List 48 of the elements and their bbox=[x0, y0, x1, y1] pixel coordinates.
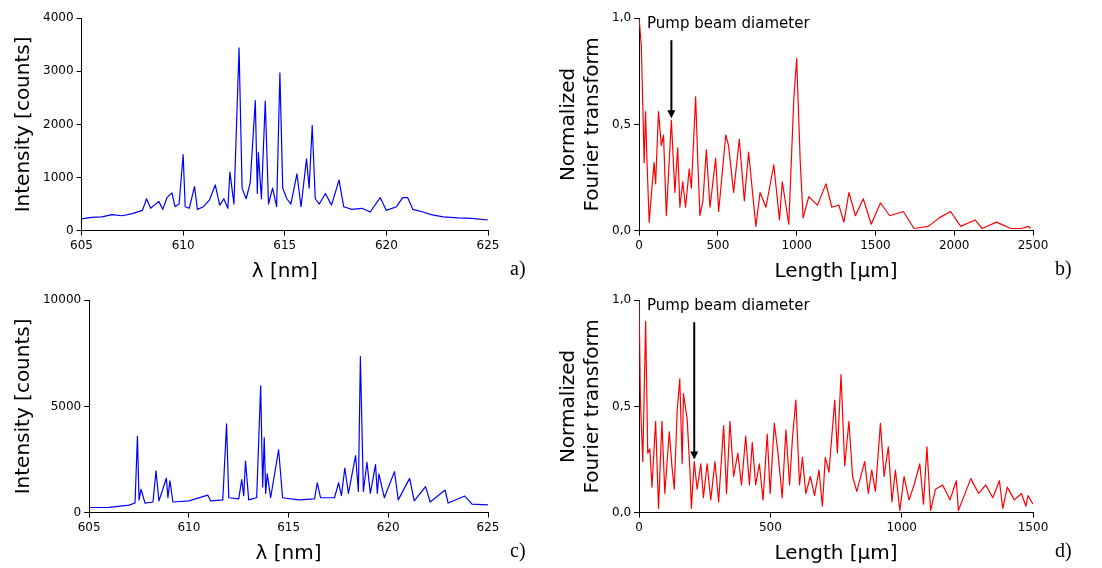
x-tick-label: 605 bbox=[77, 519, 101, 534]
y-tick-label: 0,0 bbox=[611, 504, 632, 519]
y-tick-label: 0 bbox=[73, 504, 82, 519]
x-axis-title: Length [μm] bbox=[774, 258, 898, 283]
x-tick-label: 0 bbox=[635, 237, 643, 252]
x-tick-label: 0 bbox=[635, 519, 643, 534]
x-tick-label: 1000 bbox=[781, 237, 812, 252]
text: c) bbox=[510, 539, 526, 563]
y-tick-label: 3000 bbox=[42, 63, 74, 78]
y-axis-title: Intensity [counts] bbox=[10, 318, 35, 495]
annotation: Pump beam diameter bbox=[647, 13, 811, 32]
y-tick-label: 1,0 bbox=[611, 10, 632, 25]
x-tick-label: 625 bbox=[476, 519, 500, 534]
x-tick-label: 1000 bbox=[886, 519, 917, 534]
x-tick-label: 2000 bbox=[938, 237, 970, 252]
x-tick-label: 615 bbox=[273, 237, 297, 252]
y-axis-title: Normalized Fourier transform bbox=[555, 37, 604, 212]
y-tick-label: 2000 bbox=[42, 116, 74, 131]
x-tick-label: 500 bbox=[706, 237, 730, 252]
x-tick-label: 620 bbox=[374, 237, 398, 252]
y-tick-label: 0 bbox=[65, 222, 74, 237]
x-tick-label: 2500 bbox=[1017, 237, 1049, 252]
y-tick-label: 0,5 bbox=[611, 398, 632, 413]
text: b) bbox=[1055, 257, 1072, 281]
y-tick-label: 0,0 bbox=[611, 222, 632, 237]
x-axis-title: λ [nm] bbox=[255, 540, 322, 565]
x-tick-label: 1500 bbox=[1017, 519, 1049, 534]
x-axis-title: Length [μm] bbox=[774, 540, 898, 565]
y-tick-label: 1,0 bbox=[611, 292, 632, 307]
y-axis-title: Intensity [counts] bbox=[10, 36, 35, 213]
y-tick-label: 5000 bbox=[50, 398, 82, 413]
y-tick-label: 1000 bbox=[42, 169, 74, 184]
y-tick-label: 0,5 bbox=[611, 116, 632, 131]
y-tick-label: 10000 bbox=[42, 292, 82, 307]
text: d) bbox=[1055, 539, 1072, 563]
x-tick-label: 1500 bbox=[860, 237, 891, 252]
x-tick-label: 620 bbox=[376, 519, 400, 534]
y-axis-title: Normalized Fourier transform bbox=[555, 319, 604, 494]
x-tick-label: 625 bbox=[476, 237, 500, 252]
x-tick-label: 610 bbox=[177, 519, 201, 534]
x-tick-label: 610 bbox=[171, 237, 195, 252]
y-tick-label: 4000 bbox=[42, 10, 74, 25]
x-tick-label: 605 bbox=[70, 237, 93, 252]
x-tick-label: 500 bbox=[758, 519, 782, 534]
text: a) bbox=[510, 257, 526, 281]
x-tick-label: 615 bbox=[277, 519, 301, 534]
x-axis-title: λ [nm] bbox=[251, 258, 318, 283]
annotation: Pump beam diameter bbox=[647, 295, 811, 314]
